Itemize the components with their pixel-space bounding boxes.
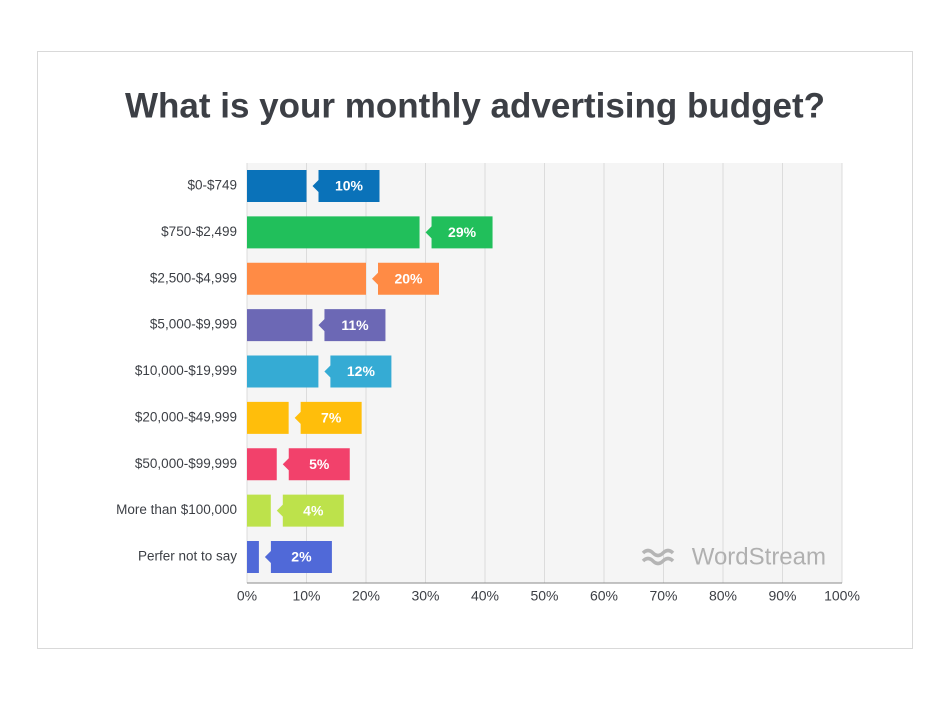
value-label-box: [276, 494, 344, 527]
bar: [247, 355, 319, 388]
y-tick-label: $50,000-$99,999: [135, 456, 237, 471]
value-label: 5%: [309, 456, 330, 472]
value-label: 2%: [291, 549, 312, 565]
bar: [247, 448, 277, 481]
value-label-box: [312, 170, 380, 202]
y-tick-label: $5,000-$9,999: [150, 317, 237, 332]
watermark: WordStream: [692, 543, 826, 570]
x-tick-label: 40%: [471, 588, 499, 604]
x-tick-label: 80%: [709, 588, 737, 604]
y-tick-label: Perfer not to say: [138, 549, 237, 564]
x-tick-label: 0%: [237, 588, 257, 604]
value-label: 29%: [448, 224, 477, 240]
bar: [247, 401, 289, 434]
value-label-box: [372, 262, 439, 295]
y-tick-label: $2,500-$4,999: [150, 270, 237, 285]
value-label: 10%: [335, 178, 364, 194]
bar: [247, 309, 313, 342]
value-label: 20%: [394, 270, 423, 286]
x-tick-label: 20%: [352, 588, 380, 604]
value-label-box: [264, 541, 332, 573]
y-tick-label: More than $100,000: [116, 502, 237, 517]
x-tick-label: 60%: [590, 588, 618, 604]
chart-title: What is your monthly advertising budget?: [125, 86, 825, 125]
y-tick-label: $0-$749: [187, 178, 237, 193]
value-label: 12%: [347, 363, 376, 379]
x-tick-label: 30%: [411, 588, 439, 604]
y-tick-label: $10,000-$19,999: [135, 363, 237, 378]
value-label: 4%: [303, 502, 324, 518]
value-label-box: [282, 448, 350, 481]
value-label: 11%: [341, 317, 369, 333]
bar: [247, 494, 271, 527]
watermark-logo: [641, 548, 675, 566]
x-tick-label: 50%: [530, 588, 558, 604]
value-label-box: [425, 216, 493, 249]
x-tick-label: 10%: [292, 588, 320, 604]
bar: [247, 262, 366, 295]
value-label-box: [294, 401, 362, 434]
value-label-box: [318, 309, 386, 342]
y-tick-label: $20,000-$49,999: [135, 409, 237, 424]
y-tick-label: $750-$2,499: [161, 224, 237, 239]
bar: [247, 170, 307, 202]
value-label: 7%: [321, 410, 342, 426]
x-tick-label: 90%: [768, 588, 796, 604]
x-tick-label: 100%: [824, 588, 860, 604]
x-tick-label: 70%: [649, 588, 677, 604]
grid: [246, 163, 843, 583]
value-label-box: [324, 355, 392, 388]
bar: [247, 216, 420, 249]
bar: [247, 541, 259, 573]
